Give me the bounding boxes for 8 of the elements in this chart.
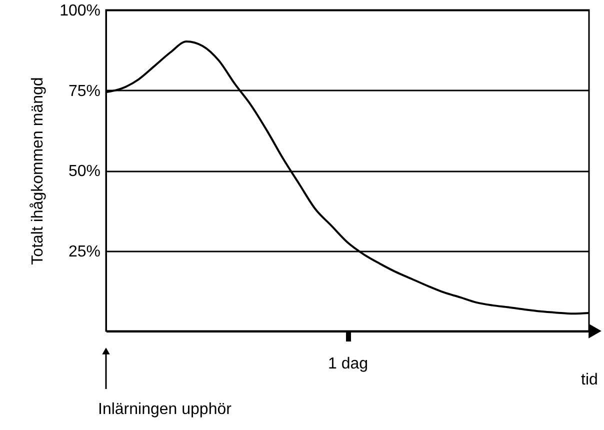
y-axis-title: Totalt ihågkommen mängd [30,77,47,265]
y-tick-label: 50% [68,163,100,180]
x-axis-title: tid [581,372,598,388]
y-tick-label: 25% [68,243,100,260]
y-tick-label: 100% [60,2,100,20]
y-tick-label: 75% [68,82,100,100]
text: Inlärningen upphör [98,401,232,418]
x-tick-label: 1 dag [328,356,368,372]
